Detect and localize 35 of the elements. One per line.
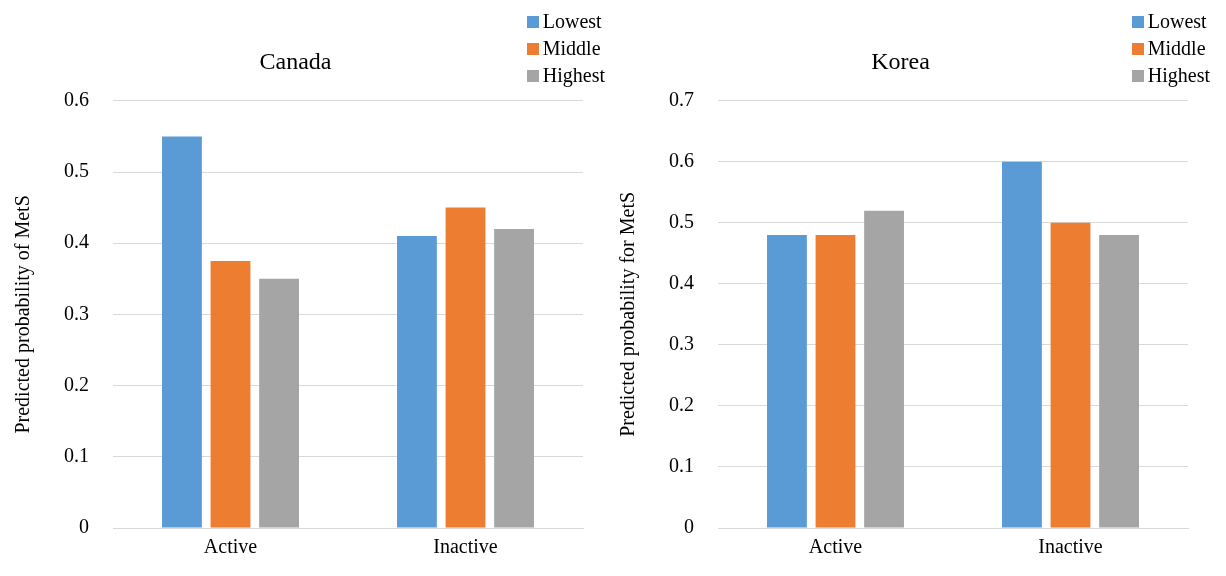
- y-tick-label: 0: [79, 515, 89, 538]
- x-tick-label: Active: [808, 535, 863, 558]
- bar: [494, 228, 534, 528]
- y-tick-label: 0.1: [64, 444, 89, 467]
- y-tick-label: 0.2: [669, 393, 694, 416]
- legend-label: Lowest: [1147, 10, 1207, 33]
- y-tick-label: 0.4: [669, 271, 694, 294]
- bar: [210, 261, 251, 528]
- x-tick-label: Active: [203, 535, 258, 558]
- chart-title: Korea: [871, 47, 931, 74]
- bar: [397, 236, 437, 528]
- y-tick-label: 0.5: [669, 210, 694, 233]
- bar: [445, 207, 486, 528]
- legend-label: Lowest: [542, 10, 602, 33]
- y-tick-label: 0.5: [64, 159, 89, 182]
- legend-label: Middle: [542, 37, 601, 60]
- y-tick-label: 0.6: [64, 88, 89, 111]
- y-tick-label: 0.4: [64, 230, 89, 253]
- y-tick-label: 0.1: [669, 454, 694, 477]
- bar: [162, 136, 202, 528]
- x-tick-label: Inactive: [433, 535, 498, 558]
- y-tick-label: 0: [684, 515, 694, 538]
- y-tick-label: 0.3: [669, 332, 694, 355]
- y-tick-label: 0.6: [669, 149, 694, 172]
- x-tick-label: Inactive: [1038, 535, 1103, 558]
- legend-label: Middle: [1147, 37, 1206, 60]
- legend-label: Highest: [542, 64, 605, 87]
- y-axis-title: Predicted probability for MetS: [616, 191, 640, 437]
- bar: [259, 278, 299, 528]
- chart-title: Canada: [259, 47, 332, 74]
- y-tick-label: 0.7: [669, 88, 694, 111]
- y-axis-title: Predicted probability of MetS: [11, 195, 35, 434]
- y-tick-label: 0.3: [64, 301, 89, 324]
- legend-label: Highest: [1147, 64, 1210, 87]
- y-tick-label: 0.2: [64, 372, 89, 395]
